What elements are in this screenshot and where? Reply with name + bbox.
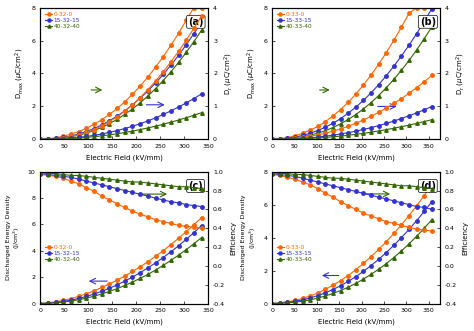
Text: (c): (c): [188, 181, 203, 191]
Y-axis label: Discharged Energy Density
(J/cm$^{3}$): Discharged Energy Density (J/cm$^{3}$): [6, 195, 22, 280]
X-axis label: Electric Field (kV/mm): Electric Field (kV/mm): [318, 155, 394, 161]
Y-axis label: D$_{\mathregular{r}}$ ($\mu$C/cm$^{2}$): D$_{\mathregular{r}}$ ($\mu$C/cm$^{2}$): [223, 52, 235, 95]
Y-axis label: D$_{\mathregular{max}}$ ($\mu$C/cm$^{2}$): D$_{\mathregular{max}}$ ($\mu$C/cm$^{2}$…: [14, 48, 26, 99]
Text: (d): (d): [420, 181, 436, 191]
Y-axis label: Efficiency: Efficiency: [463, 220, 468, 255]
Legend: 0-33-0, 15-33-15, 40-33-40: 0-33-0, 15-33-15, 40-33-40: [275, 243, 314, 264]
X-axis label: Electric Field (kV/mm): Electric Field (kV/mm): [318, 319, 394, 325]
Legend: 0-32-0, 15-32-15, 40-32-40: 0-32-0, 15-32-15, 40-32-40: [43, 11, 82, 31]
Legend: 0-33-0, 15-33-15, 40-33-40: 0-33-0, 15-33-15, 40-33-40: [275, 11, 314, 31]
Y-axis label: D$_{\mathregular{r}}$ ($\mu$C/cm$^{2}$): D$_{\mathregular{r}}$ ($\mu$C/cm$^{2}$): [454, 52, 466, 95]
Y-axis label: Efficiency: Efficiency: [231, 220, 237, 255]
Legend: 0-32-0, 15-32-15, 40-32-40: 0-32-0, 15-32-15, 40-32-40: [43, 243, 82, 264]
Y-axis label: D$_{\mathregular{max}}$ ($\mu$C/cm$^{2}$): D$_{\mathregular{max}}$ ($\mu$C/cm$^{2}$…: [246, 48, 258, 99]
X-axis label: Electric Field (kV/mm): Electric Field (kV/mm): [86, 319, 163, 325]
Text: (a): (a): [188, 17, 204, 27]
X-axis label: Electric Field (kV/mm): Electric Field (kV/mm): [86, 155, 163, 161]
Text: (b): (b): [420, 17, 436, 27]
Y-axis label: Discharged Energy Density
(J/cm$^{3}$): Discharged Energy Density (J/cm$^{3}$): [241, 195, 258, 280]
